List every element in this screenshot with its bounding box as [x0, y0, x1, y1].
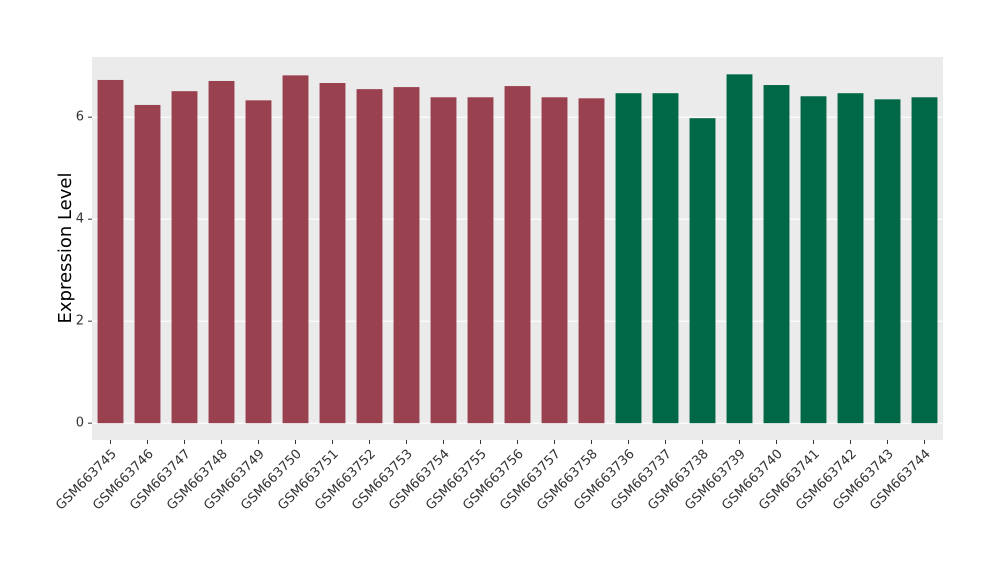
bar	[393, 87, 420, 424]
bar	[578, 98, 605, 424]
bar	[245, 100, 272, 424]
bar	[763, 85, 790, 424]
bar	[837, 93, 864, 424]
bar	[800, 96, 827, 424]
bar	[319, 83, 346, 424]
bar	[874, 99, 901, 424]
bar	[652, 93, 679, 424]
bar	[615, 93, 642, 424]
bar	[689, 118, 716, 424]
bar	[282, 75, 309, 424]
bar	[504, 86, 531, 424]
bar	[430, 97, 457, 424]
y-tick-label: 0	[76, 416, 84, 431]
y-tick-label: 6	[76, 110, 84, 125]
bar	[208, 80, 235, 424]
y-axis-label: Expression Level	[55, 173, 76, 324]
bar	[356, 89, 383, 424]
bar	[911, 97, 938, 424]
bar	[541, 97, 568, 424]
bar	[134, 104, 161, 424]
y-tick-label: 4	[76, 212, 84, 227]
bar	[97, 79, 124, 424]
bar	[467, 97, 494, 424]
y-tick-label: 2	[76, 314, 84, 329]
bar	[726, 74, 753, 424]
bar	[171, 91, 198, 424]
